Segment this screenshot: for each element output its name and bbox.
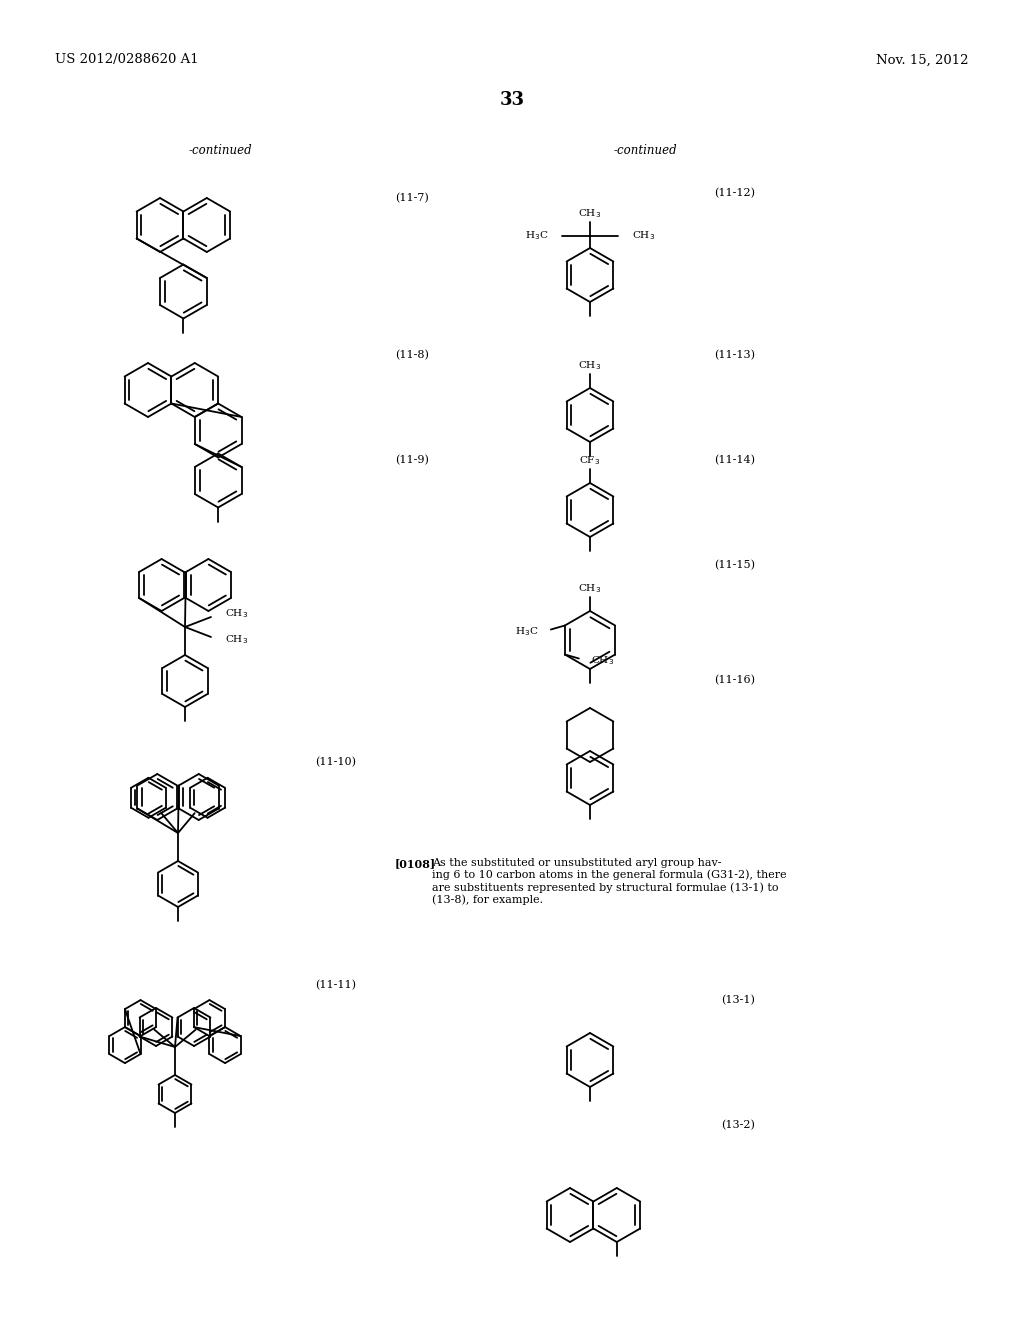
- Text: (13-1): (13-1): [721, 995, 755, 1005]
- Text: CF$_3$: CF$_3$: [580, 454, 601, 467]
- Text: (11-15): (11-15): [714, 560, 755, 570]
- Text: US 2012/0288620 A1: US 2012/0288620 A1: [55, 54, 199, 66]
- Text: CH$_3$: CH$_3$: [225, 607, 248, 620]
- Text: As the substituted or unsubstituted aryl group hav-
ing 6 to 10 carbon atoms in : As the substituted or unsubstituted aryl…: [432, 858, 786, 904]
- Text: H$_3$C: H$_3$C: [515, 626, 539, 638]
- Text: CH$_3$: CH$_3$: [579, 207, 601, 220]
- Text: (11-10): (11-10): [315, 756, 356, 767]
- Text: CH$_3$: CH$_3$: [579, 582, 601, 595]
- Text: H$_3$C: H$_3$C: [524, 230, 548, 243]
- Text: (11-7): (11-7): [395, 193, 429, 203]
- Text: (11-11): (11-11): [315, 979, 356, 990]
- Text: -continued: -continued: [613, 144, 677, 157]
- Text: (11-12): (11-12): [714, 187, 755, 198]
- Text: 33: 33: [500, 91, 524, 110]
- Text: -continued: -continued: [188, 144, 252, 157]
- Text: (11-14): (11-14): [714, 455, 755, 465]
- Text: CH$_3$: CH$_3$: [225, 634, 248, 647]
- Text: CH$_3$: CH$_3$: [579, 359, 601, 372]
- Text: CH$_3$: CH$_3$: [632, 230, 655, 243]
- Text: (13-2): (13-2): [721, 1119, 755, 1130]
- Text: (11-16): (11-16): [714, 675, 755, 685]
- Text: (11-9): (11-9): [395, 455, 429, 465]
- Text: CH$_3$: CH$_3$: [591, 655, 614, 667]
- Text: [0108]: [0108]: [395, 858, 436, 869]
- Text: (11-8): (11-8): [395, 350, 429, 360]
- Text: (11-13): (11-13): [714, 350, 755, 360]
- Text: Nov. 15, 2012: Nov. 15, 2012: [877, 54, 969, 66]
